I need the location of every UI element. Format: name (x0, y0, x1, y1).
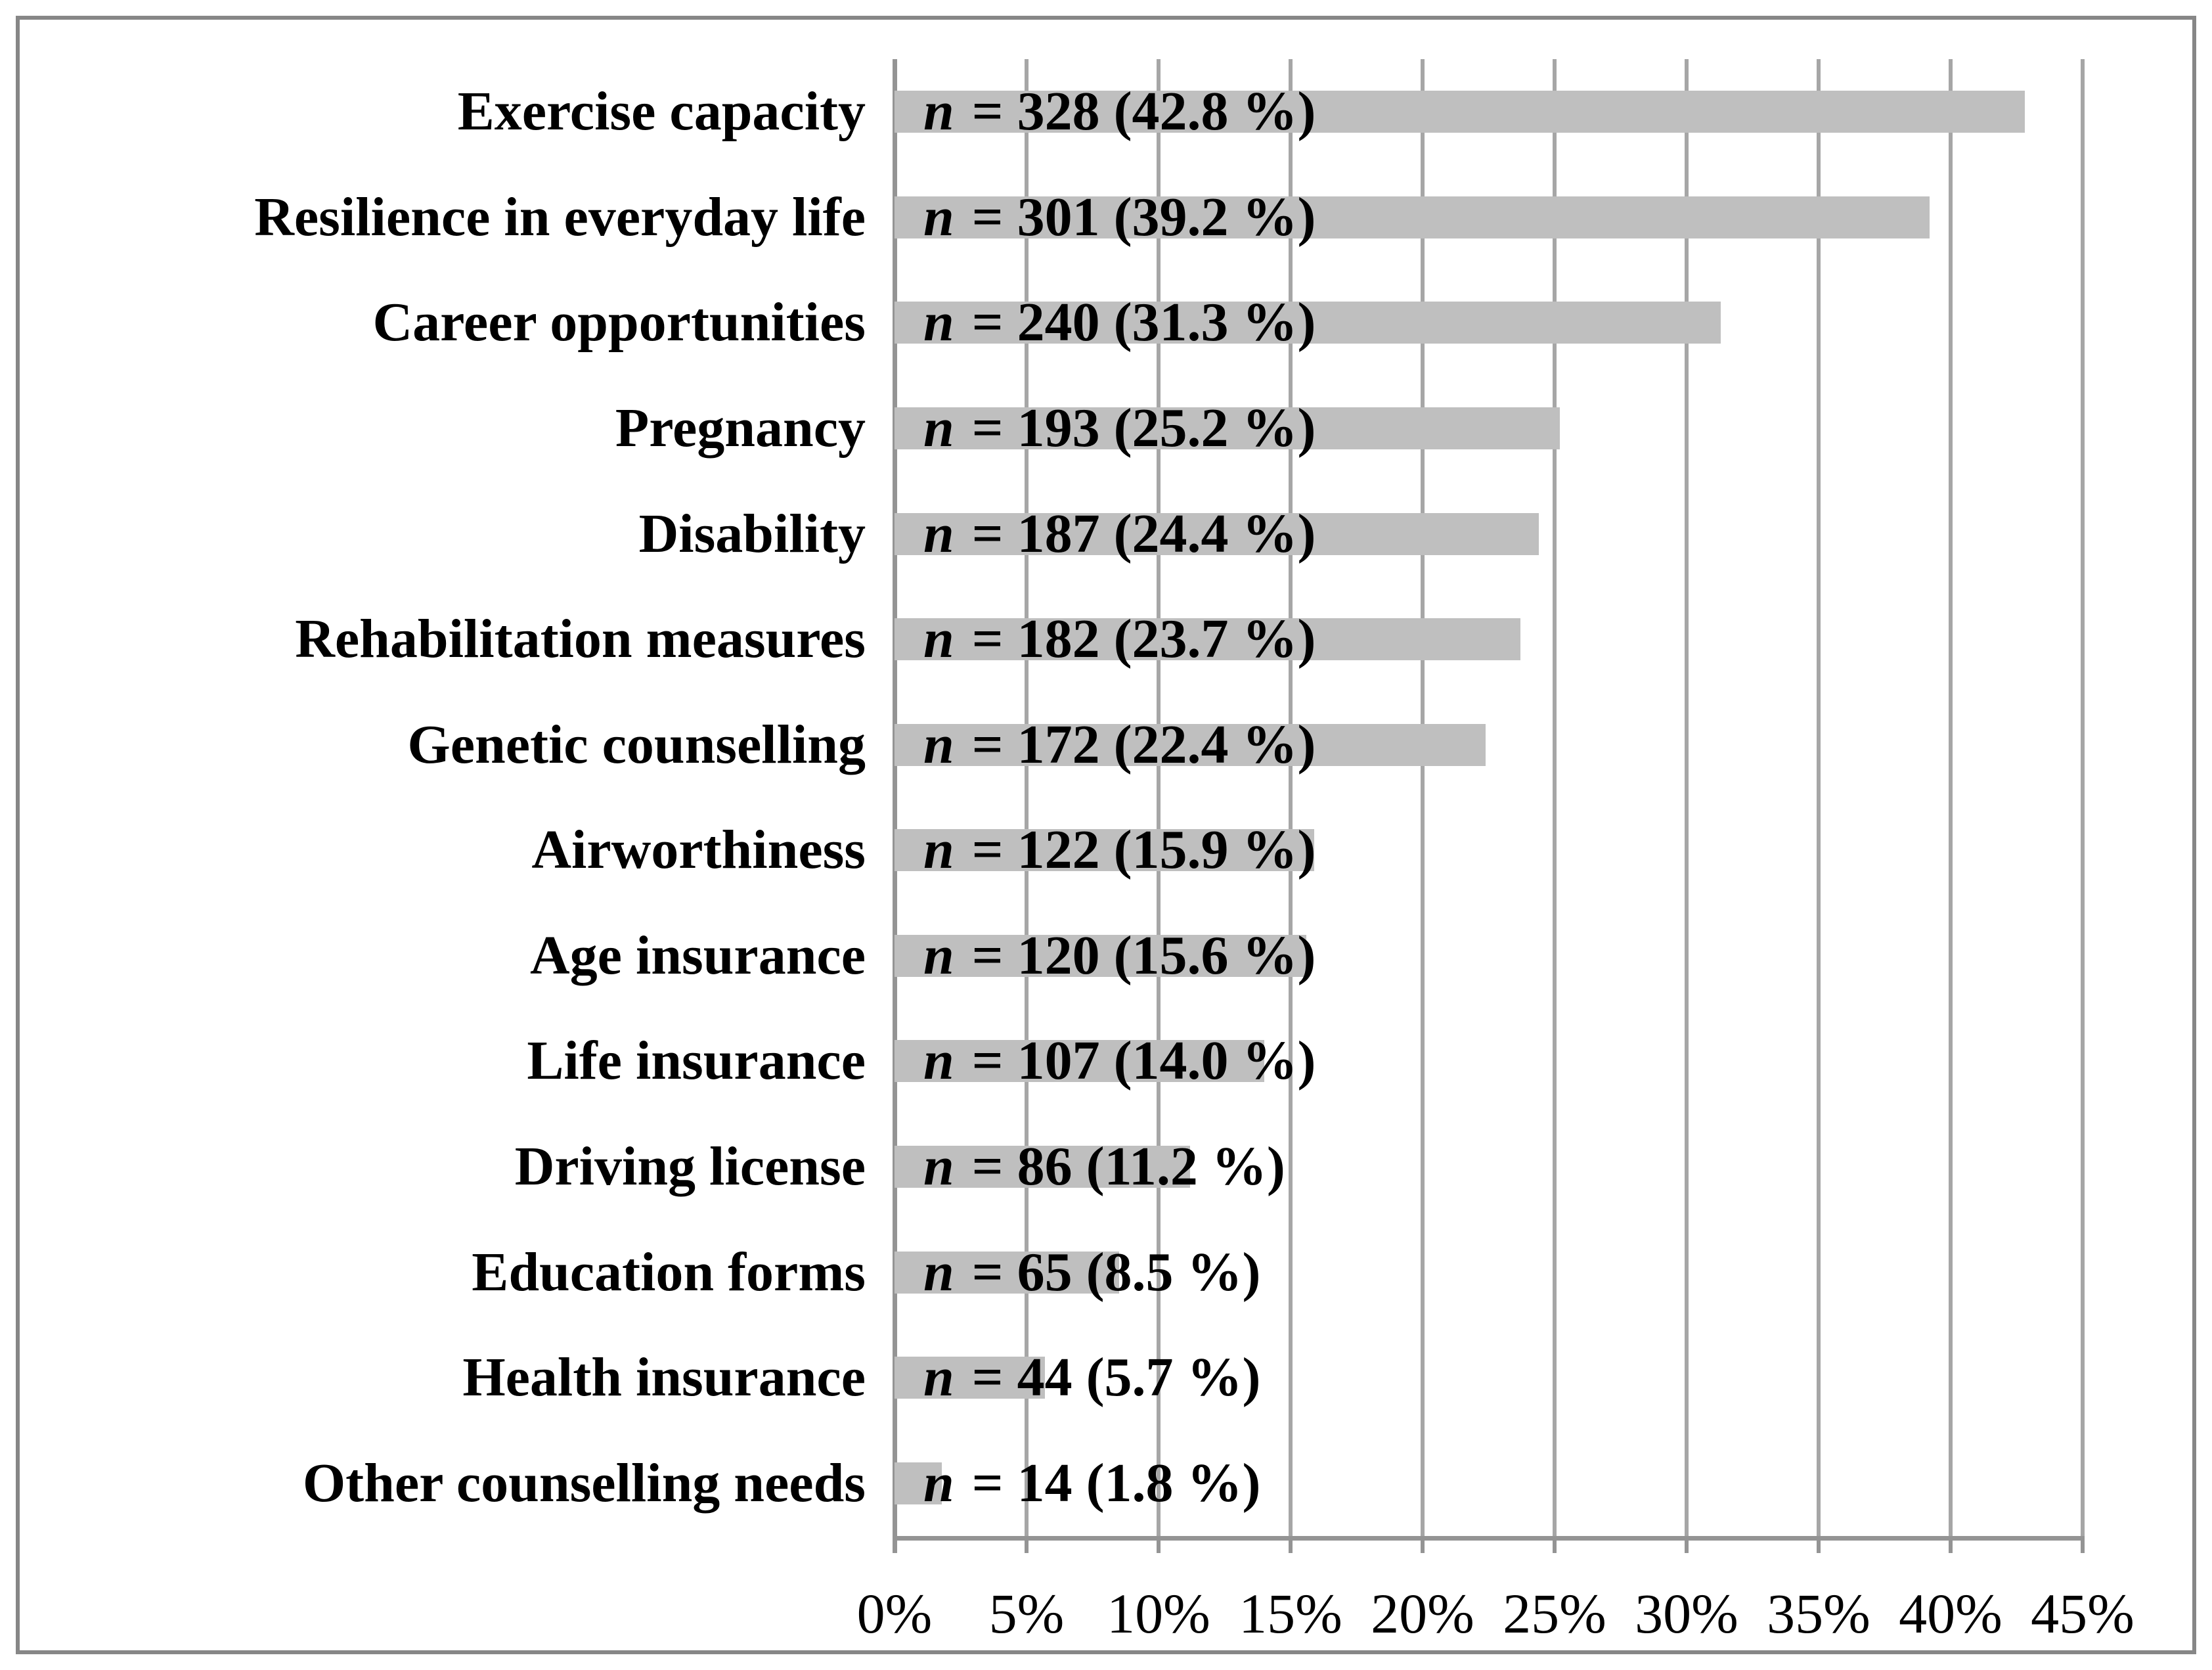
bar-label: n = 301 (39.2 %) (923, 187, 1316, 248)
x-tick-label: 5% (988, 1582, 1065, 1645)
n-variable-italic: n (923, 1453, 954, 1514)
bar (895, 618, 1520, 660)
x-axis-tick (1553, 1536, 1557, 1553)
bar-label: n = 122 (15.9 %) (923, 819, 1316, 880)
category-label: Age insurance (530, 925, 866, 986)
bar (895, 829, 1314, 871)
x-axis-tick (2081, 1536, 2085, 1553)
bar-label: n = 44 (5.7 %) (923, 1347, 1261, 1408)
n-variable-italic: n (923, 1030, 954, 1091)
bar-label: n = 240 (31.3 %) (923, 292, 1316, 353)
gridline (1289, 59, 1293, 1536)
gridline (1421, 59, 1425, 1536)
bar (895, 1357, 1045, 1399)
y-axis-line (893, 59, 897, 1553)
gridline (1025, 59, 1029, 1536)
category-label: Genetic counselling (407, 714, 866, 775)
category-label: Career opportunities (372, 292, 866, 353)
bar (895, 91, 2025, 133)
bar-label: n = 187 (24.4 %) (923, 503, 1316, 564)
n-variable-italic: n (923, 819, 954, 880)
x-tick-label: 25% (1503, 1582, 1606, 1645)
x-tick-label: 15% (1239, 1582, 1342, 1645)
gridline (2081, 59, 2085, 1536)
bar (895, 1252, 1119, 1294)
x-axis-line (893, 1536, 2085, 1541)
x-axis-tick (1025, 1536, 1029, 1553)
category-label: Health insurance (462, 1347, 866, 1408)
category-label: Exercise capacity (457, 81, 866, 142)
x-tick-label: 20% (1371, 1582, 1474, 1645)
x-axis-tick (1817, 1536, 1821, 1553)
bar-label: n = 193 (25.2 %) (923, 397, 1316, 459)
gridline (1949, 59, 1953, 1536)
bar (895, 513, 1539, 555)
x-tick-label: 45% (2031, 1582, 2135, 1645)
category-label: Education forms (472, 1242, 866, 1303)
bar-label: n = 172 (22.4 %) (923, 714, 1316, 775)
gridline (1553, 59, 1557, 1536)
x-tick-label: 10% (1107, 1582, 1210, 1645)
x-tick-label: 35% (1767, 1582, 1870, 1645)
x-tick-label: 0% (856, 1582, 933, 1645)
bar (895, 302, 1721, 344)
n-variable-italic: n (923, 292, 954, 353)
bar-label: n = 107 (14.0 %) (923, 1030, 1316, 1091)
category-label: Pregnancy (615, 397, 866, 459)
n-variable-italic: n (923, 81, 954, 142)
category-label: Disability (638, 503, 866, 564)
bar (895, 1040, 1264, 1082)
bar (895, 724, 1486, 766)
bar-label: n = 182 (23.7 %) (923, 608, 1316, 669)
bar-label: n = 65 (8.5 %) (923, 1242, 1261, 1303)
category-label: Other counselling needs (302, 1453, 866, 1514)
gridline (1817, 59, 1821, 1536)
n-variable-italic: n (923, 714, 954, 775)
n-variable-italic: n (923, 608, 954, 669)
bar (895, 196, 1930, 238)
bar (895, 1146, 1190, 1188)
category-label: Rehabilitation measures (295, 608, 866, 669)
gridline (1157, 59, 1161, 1536)
x-tick-label: 30% (1635, 1582, 1738, 1645)
bar (895, 1462, 942, 1504)
n-variable-italic: n (923, 1347, 954, 1408)
bar (895, 935, 1306, 977)
n-variable-italic: n (923, 1136, 954, 1197)
category-label: Airworthiness (531, 819, 866, 880)
x-axis-tick (1289, 1536, 1293, 1553)
n-variable-italic: n (923, 1242, 954, 1303)
n-variable-italic: n (923, 503, 954, 564)
category-label: Resilience in everyday life (254, 187, 866, 248)
x-axis-tick (1421, 1536, 1425, 1553)
x-tick-label: 40% (1899, 1582, 2002, 1645)
category-label: Life insurance (527, 1030, 866, 1091)
n-variable-italic: n (923, 925, 954, 986)
n-variable-italic: n (923, 397, 954, 459)
x-axis-tick (1685, 1536, 1689, 1553)
category-label: Driving license (514, 1136, 866, 1197)
bar-label: n = 86 (11.2 %) (923, 1136, 1285, 1197)
x-axis-tick (1949, 1536, 1953, 1553)
bar-label: n = 14 (1.8 %) (923, 1453, 1261, 1514)
n-variable-italic: n (923, 187, 954, 248)
gridline (1685, 59, 1689, 1536)
bar-label: n = 120 (15.6 %) (923, 925, 1316, 986)
bar (895, 407, 1560, 449)
x-axis-tick (1157, 1536, 1161, 1553)
bar-label: n = 328 (42.8 %) (923, 81, 1316, 142)
